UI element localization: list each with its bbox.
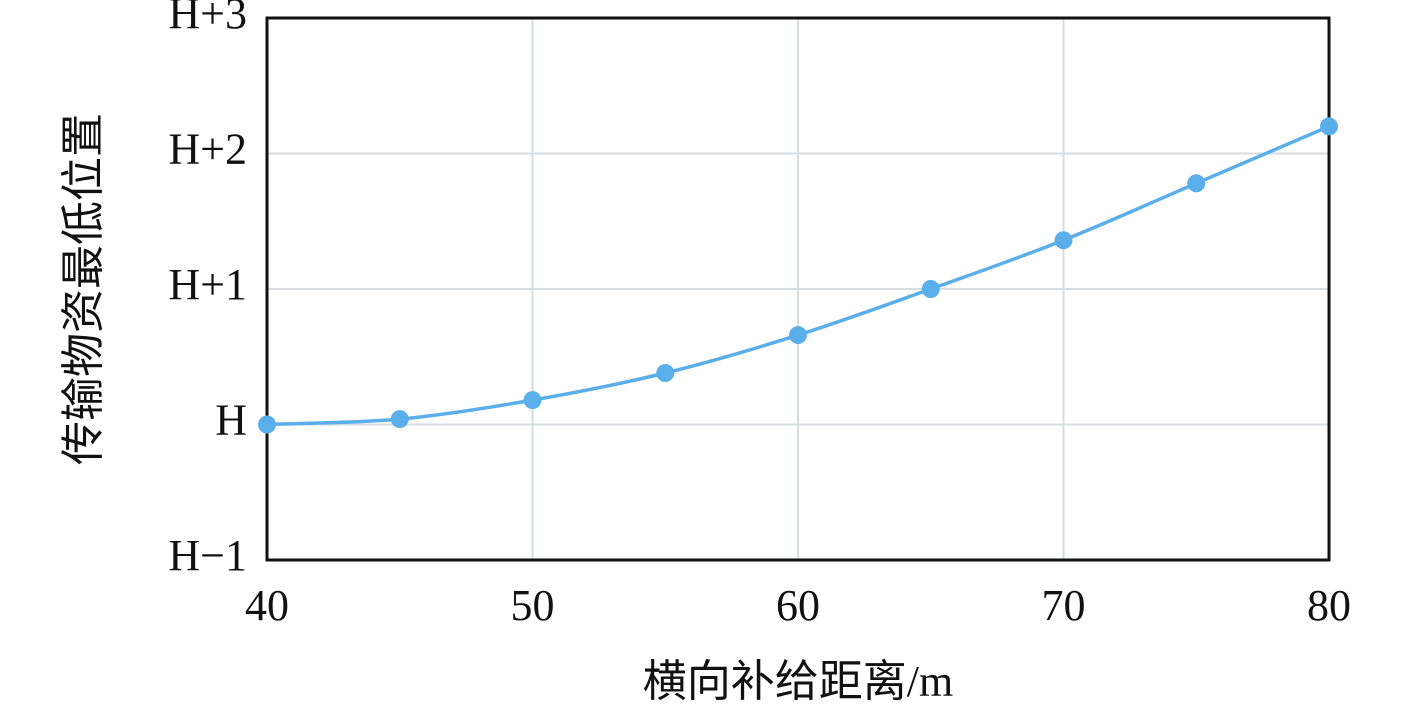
point	[921, 280, 940, 298]
x-tick-label: 80	[1307, 581, 1351, 630]
y-tick-label: H+3	[168, 0, 247, 38]
point	[258, 415, 276, 434]
x-tick-label: 50	[511, 581, 555, 630]
point	[656, 364, 675, 383]
x-tick-label: 40	[245, 581, 289, 630]
x-tick-label: 60	[776, 581, 820, 630]
point	[1054, 231, 1073, 250]
y-tick-label: H+1	[168, 260, 247, 309]
y-tick-label: H+2	[168, 125, 247, 174]
point	[1320, 117, 1338, 136]
y-tick-label: H−1	[168, 531, 247, 580]
x-axis-label: 横向补给距离/m	[643, 657, 953, 706]
point	[523, 391, 542, 410]
y-axis-label: 传输物资最低位置	[59, 113, 108, 465]
point	[789, 326, 807, 345]
point	[1187, 174, 1206, 193]
x-tick-label: 70	[1042, 581, 1086, 630]
plot-frame	[265, 16, 1331, 562]
point	[390, 410, 409, 429]
y-tick-label: H	[215, 396, 247, 445]
